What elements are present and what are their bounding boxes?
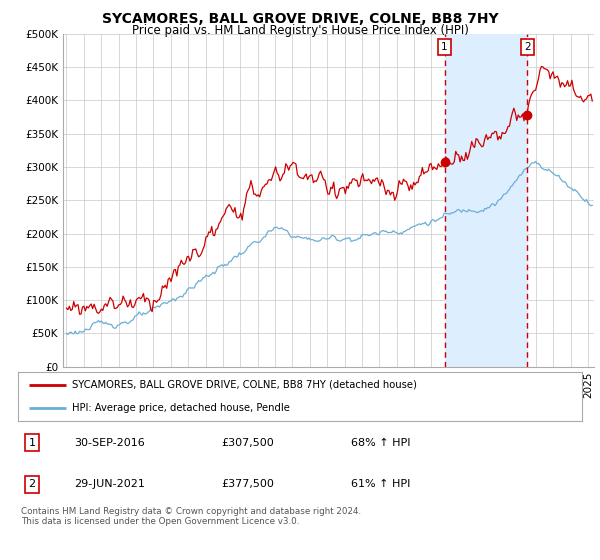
Text: HPI: Average price, detached house, Pendle: HPI: Average price, detached house, Pend… [71, 403, 289, 413]
Text: 68% ↑ HPI: 68% ↑ HPI [351, 438, 410, 448]
Text: 2: 2 [524, 42, 530, 52]
Text: Contains HM Land Registry data © Crown copyright and database right 2024.
This d: Contains HM Land Registry data © Crown c… [21, 507, 361, 526]
Bar [445, 34, 527, 367]
Text: £307,500: £307,500 [221, 438, 274, 448]
Text: 30-SEP-2016: 30-SEP-2016 [74, 438, 145, 448]
Text: 1: 1 [29, 438, 35, 448]
Text: SYCAMORES, BALL GROVE DRIVE, COLNE, BB8 7HY (detached house): SYCAMORES, BALL GROVE DRIVE, COLNE, BB8 … [71, 380, 416, 390]
Text: 61% ↑ HPI: 61% ↑ HPI [351, 479, 410, 489]
Text: 1: 1 [441, 42, 448, 52]
Text: 2: 2 [29, 479, 35, 489]
Text: £377,500: £377,500 [221, 479, 274, 489]
Text: 29-JUN-2021: 29-JUN-2021 [74, 479, 145, 489]
Text: Price paid vs. HM Land Registry's House Price Index (HPI): Price paid vs. HM Land Registry's House … [131, 24, 469, 36]
Text: SYCAMORES, BALL GROVE DRIVE, COLNE, BB8 7HY: SYCAMORES, BALL GROVE DRIVE, COLNE, BB8 … [101, 12, 499, 26]
